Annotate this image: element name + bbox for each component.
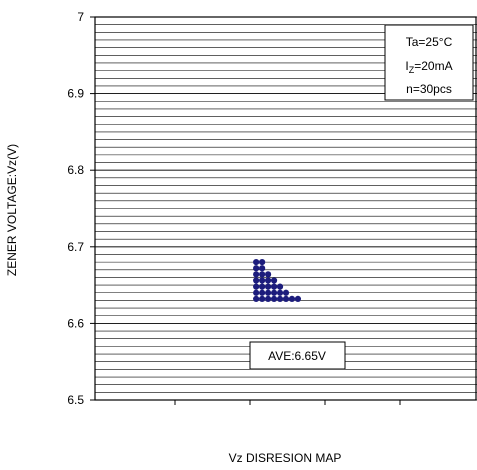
point	[253, 283, 260, 290]
point	[264, 271, 272, 278]
point	[276, 289, 284, 296]
point	[259, 295, 266, 302]
average-box	[249, 341, 346, 370]
point	[294, 295, 302, 302]
condition-text: n=30pcs	[406, 82, 452, 96]
condition-text-part: =20mA	[414, 59, 452, 73]
point	[253, 259, 260, 266]
y-axis-label: ZENER VOLTAGE:Vz(V)	[5, 144, 19, 276]
point	[253, 265, 260, 272]
point	[259, 265, 266, 272]
point	[259, 271, 266, 278]
point	[270, 277, 278, 284]
point	[264, 277, 272, 284]
y-tick-label: 6.8	[67, 163, 84, 177]
point	[264, 295, 272, 302]
y-tick-label: 7	[77, 10, 84, 24]
point	[264, 283, 272, 290]
point	[253, 295, 260, 302]
point	[264, 289, 272, 296]
point	[253, 277, 260, 284]
point	[259, 283, 266, 290]
point	[282, 295, 290, 302]
point	[259, 277, 266, 284]
conditions-box	[384, 24, 474, 101]
y-tick-label: 6.9	[67, 87, 84, 101]
y-tick-label: 6.5	[67, 393, 84, 407]
condition-text: Ta=25°C	[406, 35, 453, 49]
point	[288, 295, 296, 302]
point	[253, 271, 260, 278]
condition-subscript: Z	[409, 65, 415, 75]
y-tick-label: 6.7	[67, 240, 84, 254]
point	[270, 283, 278, 290]
point	[253, 289, 260, 296]
y-tick-label: 6.6	[67, 316, 84, 330]
point	[259, 259, 266, 266]
point	[282, 289, 290, 296]
point	[259, 289, 266, 296]
chart-title: Vz DISRESION MAP	[229, 451, 342, 465]
point	[276, 295, 284, 302]
point	[270, 289, 278, 296]
condition-text-part: I	[405, 59, 408, 73]
plot-frame	[94, 16, 477, 401]
average-text: AVE:6.65V	[268, 349, 326, 363]
point	[276, 283, 284, 290]
condition-text: IZ=20mA	[405, 59, 452, 75]
point	[270, 295, 278, 302]
